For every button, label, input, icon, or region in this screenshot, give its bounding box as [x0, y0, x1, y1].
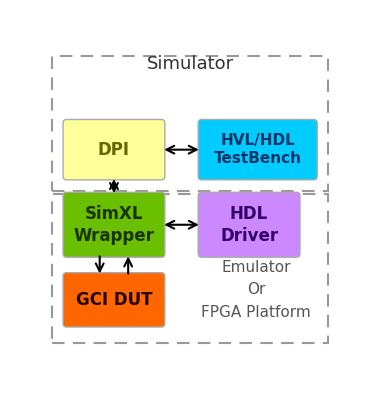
FancyBboxPatch shape	[63, 273, 165, 327]
Text: HDL
Driver: HDL Driver	[220, 204, 278, 245]
FancyBboxPatch shape	[198, 192, 300, 257]
Bar	[52, 56, 328, 191]
Text: HVL/HDL
TestBench: HVL/HDL TestBench	[214, 133, 302, 167]
Text: Simulator: Simulator	[147, 55, 234, 73]
Text: GCI DUT: GCI DUT	[76, 291, 152, 309]
FancyBboxPatch shape	[63, 119, 165, 180]
FancyBboxPatch shape	[198, 119, 317, 180]
Text: SimXL
Wrapper: SimXL Wrapper	[73, 204, 154, 245]
Text: DPI: DPI	[98, 141, 130, 159]
Bar	[52, 194, 328, 343]
FancyBboxPatch shape	[63, 192, 165, 257]
Text: Emulator
Or
FPGA Platform: Emulator Or FPGA Platform	[201, 260, 311, 320]
